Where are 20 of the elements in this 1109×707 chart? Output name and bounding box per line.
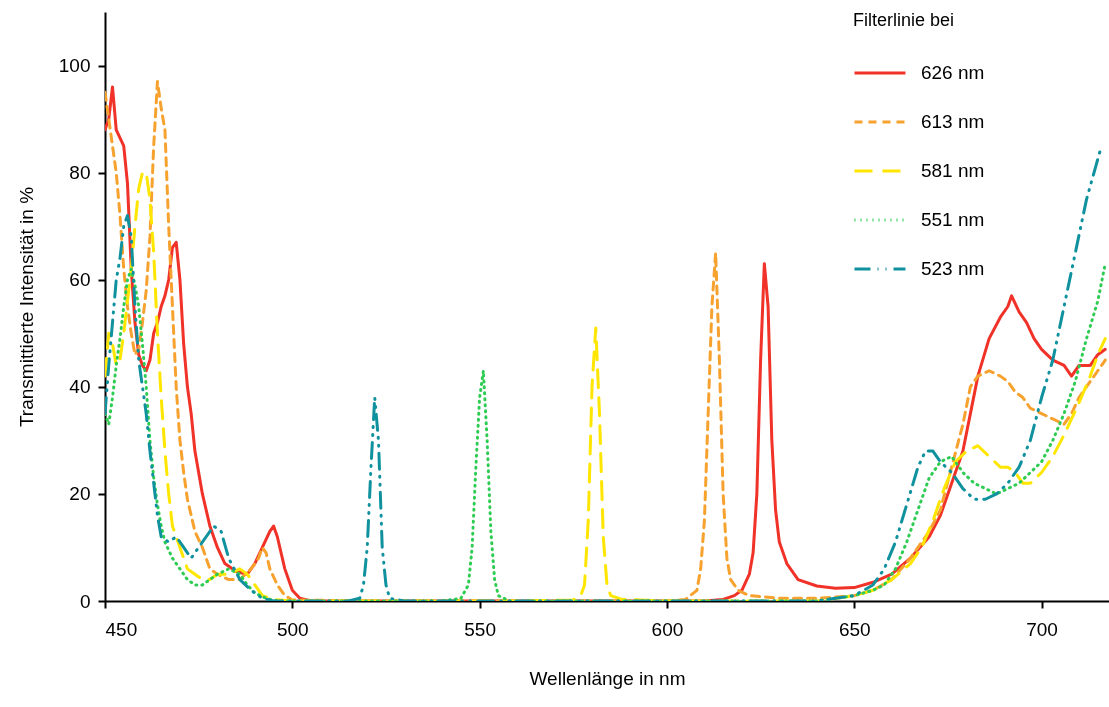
x-axis-title: Wellenlänge in nm [529, 667, 686, 689]
x-tick-label: 700 [1026, 618, 1058, 640]
legend-label: 626 nm [920, 62, 985, 83]
x-tick-label: 500 [276, 618, 309, 640]
legend-label: 551 nm [920, 209, 985, 230]
y-tick-label: 60 [69, 269, 91, 291]
y-axis-title: Transmittierte Intensität in % [15, 186, 37, 428]
x-tick-label: 450 [105, 618, 138, 640]
y-tick-label: 100 [58, 55, 91, 77]
y-tick-label: 40 [69, 376, 91, 398]
legend-label: 523 nm [920, 258, 985, 279]
legend-title: Filterlinie bei [852, 10, 955, 30]
x-tick-label: 550 [464, 618, 496, 640]
legend-label: 581 nm [920, 160, 985, 181]
y-tick-label: 80 [69, 162, 91, 184]
x-tick-label: 600 [651, 618, 684, 640]
y-tick-label: 20 [69, 483, 91, 505]
legend-label: 613 nm [920, 111, 985, 132]
x-tick-label: 650 [838, 618, 871, 640]
y-tick-label: 0 [79, 590, 91, 612]
